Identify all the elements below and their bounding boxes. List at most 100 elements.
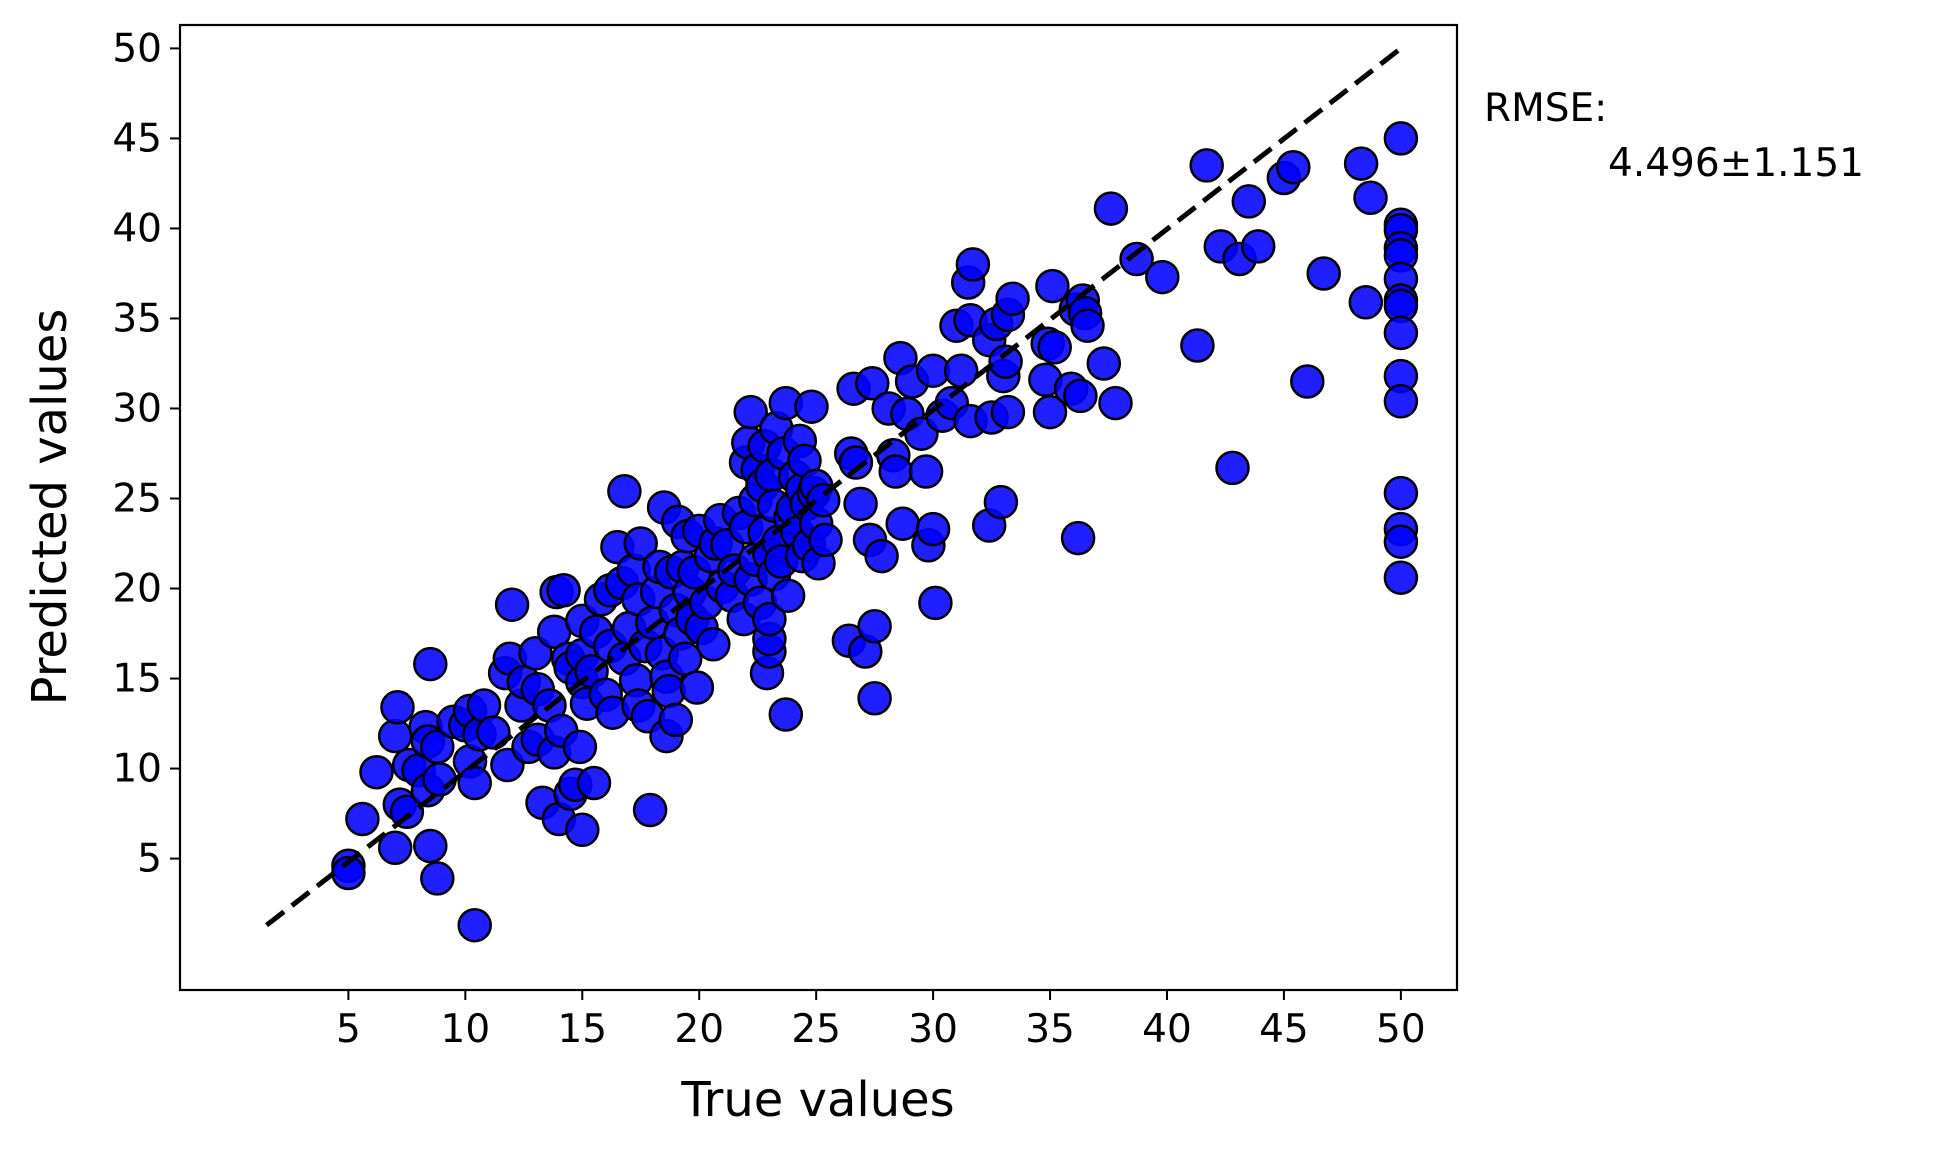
data-point (918, 585, 953, 621)
x-tick-label: 15 (557, 1007, 607, 1052)
y-tick-label: 45 (112, 116, 162, 161)
data-point (885, 506, 920, 541)
data-point (752, 601, 787, 637)
data-point (864, 538, 899, 574)
x-tick-label: 30 (908, 1007, 958, 1052)
y-tick-label: 35 (112, 296, 162, 341)
data-point (768, 697, 804, 732)
data-point (1093, 191, 1129, 226)
data-point (1189, 148, 1224, 183)
data-point (843, 486, 878, 522)
data-point (995, 281, 1030, 316)
data-point (1070, 308, 1105, 343)
data-point (1383, 524, 1419, 559)
data-point (1119, 241, 1154, 277)
y-tick-label: 15 (112, 657, 162, 702)
data-point (908, 454, 944, 489)
data-point (651, 673, 687, 709)
data-point (988, 344, 1023, 379)
data-point (1086, 346, 1122, 381)
data-point (413, 828, 448, 864)
y-tick-label: 20 (112, 567, 162, 612)
data-point (607, 474, 642, 509)
data-point (377, 718, 413, 754)
data-point (878, 454, 913, 489)
data-point (1383, 475, 1419, 511)
plot-area-frame (178, 23, 1459, 992)
data-point (696, 627, 731, 662)
x-tick-label: 10 (441, 1007, 491, 1052)
x-tick-label: 45 (1259, 1007, 1309, 1052)
y-tick-label: 10 (112, 747, 162, 792)
data-point (623, 526, 658, 561)
x-axis-title: True values (680, 1072, 954, 1128)
data-point (667, 641, 703, 676)
data-point (1353, 180, 1388, 216)
data-point (808, 522, 843, 558)
data-point (838, 445, 874, 480)
data-point (857, 681, 892, 716)
data-point (794, 389, 829, 424)
y-tick-label: 50 (112, 26, 162, 71)
rmse-value: 4.496±1.151 (1608, 141, 1864, 186)
data-point (1035, 268, 1070, 304)
data-point (1383, 384, 1419, 419)
data-point (1383, 560, 1419, 595)
rmse-label: RMSE: (1484, 86, 1607, 131)
data-point (805, 483, 841, 518)
y-axis: 5 10 15 20 25 30 35 40 45 50 (112, 26, 180, 882)
data-point (1348, 285, 1384, 320)
y-tick-label: 25 (112, 476, 162, 521)
data-point (1383, 121, 1419, 156)
data-point (576, 765, 612, 801)
x-tick-label: 35 (1025, 1007, 1075, 1052)
data-point (1383, 315, 1419, 351)
data-point (1060, 520, 1096, 556)
data-point (1231, 184, 1267, 219)
data-point (679, 670, 715, 705)
data-point (1240, 229, 1276, 264)
reference-line (265, 46, 1403, 928)
data-point (359, 754, 394, 790)
data-point (494, 587, 530, 622)
data-point (565, 812, 600, 848)
y-tick-label: 30 (112, 386, 162, 431)
x-tick-label: 5 (336, 1007, 361, 1052)
data-point (457, 907, 492, 943)
data-point (1276, 149, 1311, 185)
data-point (1145, 259, 1180, 295)
data-point (457, 765, 492, 801)
data-point (955, 247, 991, 282)
y-axis-title: Predicted values (22, 309, 78, 706)
y-tick-label: 40 (112, 206, 162, 251)
x-tick-label: 40 (1142, 1007, 1192, 1052)
data-point (770, 578, 806, 613)
data-point (1343, 146, 1379, 181)
data-point (1032, 394, 1068, 430)
y-tick-label: 5 (137, 837, 162, 882)
data-point (377, 830, 413, 866)
x-tick-label: 25 (791, 1007, 841, 1052)
data-point (546, 573, 581, 608)
data-point (562, 729, 598, 765)
data-point (1063, 378, 1098, 414)
data-point (518, 636, 553, 671)
data-point (915, 511, 951, 547)
data-point (632, 792, 668, 828)
data-point (1180, 328, 1215, 363)
data-point (345, 801, 380, 837)
data-point (990, 394, 1026, 430)
data-point (1098, 385, 1133, 421)
data-point (1037, 330, 1072, 365)
x-axis: 5 10 15 20 25 30 35 40 45 50 (336, 990, 1426, 1052)
data-point (1290, 364, 1325, 399)
data-point (1306, 256, 1341, 291)
data-point (380, 690, 415, 725)
x-tick-label: 20 (674, 1007, 724, 1052)
data-point (413, 646, 448, 682)
data-point (983, 484, 1019, 520)
data-points (331, 121, 1419, 943)
data-point (658, 702, 694, 738)
data-point (420, 861, 455, 896)
